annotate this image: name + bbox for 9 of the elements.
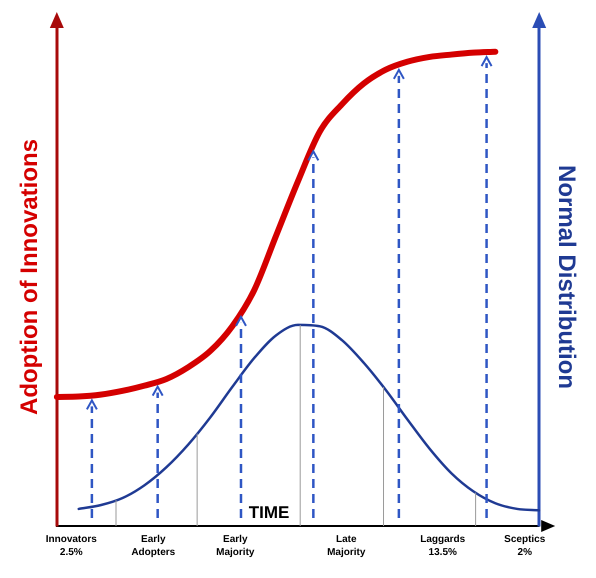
text: Late Majority xyxy=(327,534,366,558)
text: Sceptics 2% xyxy=(504,534,546,558)
text: Early Adopters xyxy=(131,534,176,558)
text: Innovators 2.5% xyxy=(46,534,98,558)
y2-axis-title: Normal Distribution xyxy=(552,164,580,390)
text: Laggards 13.5% xyxy=(420,534,466,558)
y-axis-title: Adoption of Innovations xyxy=(16,139,44,415)
x-axis-title: TIME xyxy=(248,503,290,522)
text: Early Majority xyxy=(216,534,255,558)
